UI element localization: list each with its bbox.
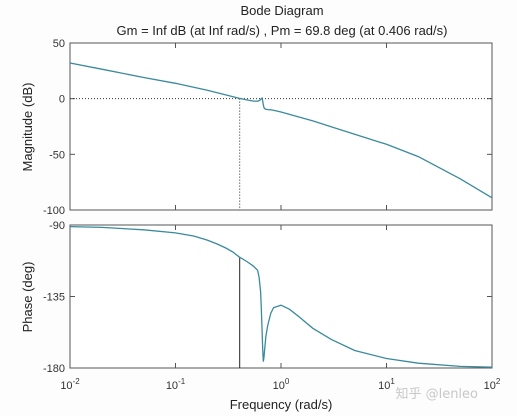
- x-axis-label: Frequency (rad/s): [230, 397, 333, 412]
- phase-axes-box: [69, 224, 493, 369]
- chart-subtitle: Gm = Inf dB (at Inf rad/s) , Pm = 69.8 d…: [117, 23, 448, 38]
- y-tick-label: -50: [49, 149, 65, 161]
- y-tick-label: -100: [43, 205, 65, 217]
- watermark: 知乎 @lenleo: [395, 386, 478, 402]
- y-tick-label: -90: [49, 220, 65, 232]
- magnitude-response-line: [69, 62, 493, 199]
- magnitude-axes-box: [69, 42, 493, 211]
- x-tick-label: 102: [484, 377, 501, 392]
- magnitude-axis-label: Magnitude (dB): [20, 83, 35, 172]
- phase-axis-label: Phase (deg): [20, 262, 35, 333]
- y-tick-label: -135: [43, 292, 65, 304]
- x-tick-label: 10-1: [166, 377, 186, 392]
- x-tick-label: 100: [273, 377, 290, 392]
- phase-response-line: [69, 225, 493, 368]
- phase-panel: Phase (deg) -180 -135 -90: [20, 220, 493, 375]
- x-tick-label: 10-2: [60, 377, 80, 392]
- y-tick-label: -180: [43, 363, 65, 375]
- x-axis-ticks: 10-2 10-1 100 101 102: [60, 377, 501, 392]
- x-tick-label: 101: [378, 377, 395, 392]
- magnitude-panel: Magnitude (dB) -100 -50 0 50: [20, 38, 493, 217]
- y-tick-label: 0: [59, 94, 65, 106]
- chart-title: Bode Diagram: [240, 3, 323, 18]
- y-tick-label: 50: [53, 38, 65, 50]
